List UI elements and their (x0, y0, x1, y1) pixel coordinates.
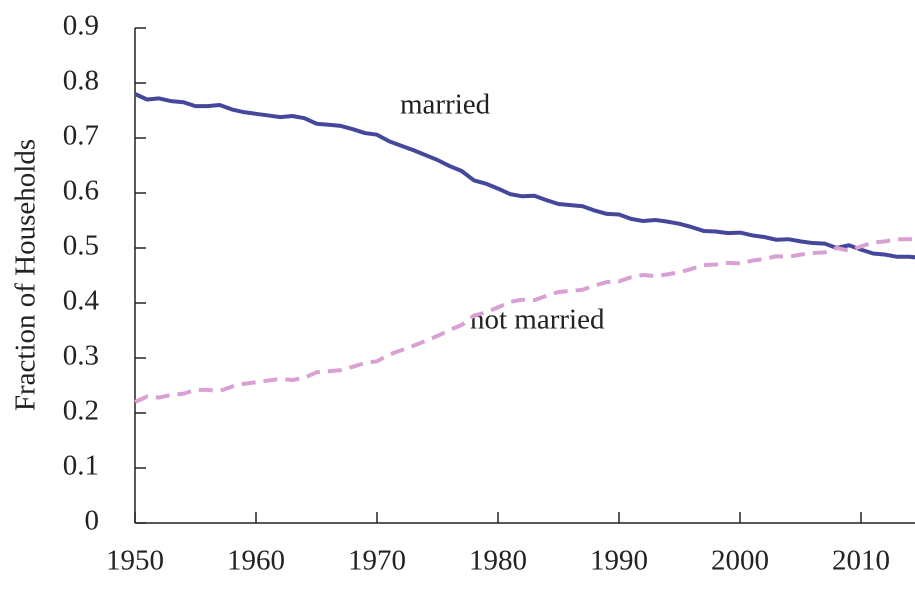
x-tick-label: 1970 (348, 545, 406, 577)
series-label: married (400, 89, 491, 121)
y-tick-label: 0.2 (63, 395, 99, 427)
y-tick-label: 0.8 (63, 65, 99, 97)
y-tick-label: 0.5 (63, 230, 99, 262)
y-tick-label: 0.9 (63, 10, 99, 42)
y-tick-label: 0.4 (63, 285, 100, 317)
y-tick-label: 0 (85, 505, 100, 537)
x-tick-label: 1990 (590, 545, 648, 577)
line-series (134, 92, 915, 260)
y-axis-label: Fraction of Households (10, 139, 42, 411)
y-tick-label: 0.7 (63, 120, 99, 152)
y-tick-label: 0.6 (63, 175, 99, 207)
series-label: not married (470, 304, 605, 336)
x-tick-label: 1960 (227, 545, 285, 577)
x-tick-label: 2000 (711, 545, 769, 577)
line-series (134, 236, 915, 404)
x-tick-label: 2010 (832, 545, 890, 577)
y-tick-label: 0.1 (63, 450, 99, 482)
x-tick-label: 1950 (106, 545, 164, 577)
x-tick-label: 1980 (469, 545, 527, 577)
y-tick-label: 0.3 (63, 340, 99, 372)
